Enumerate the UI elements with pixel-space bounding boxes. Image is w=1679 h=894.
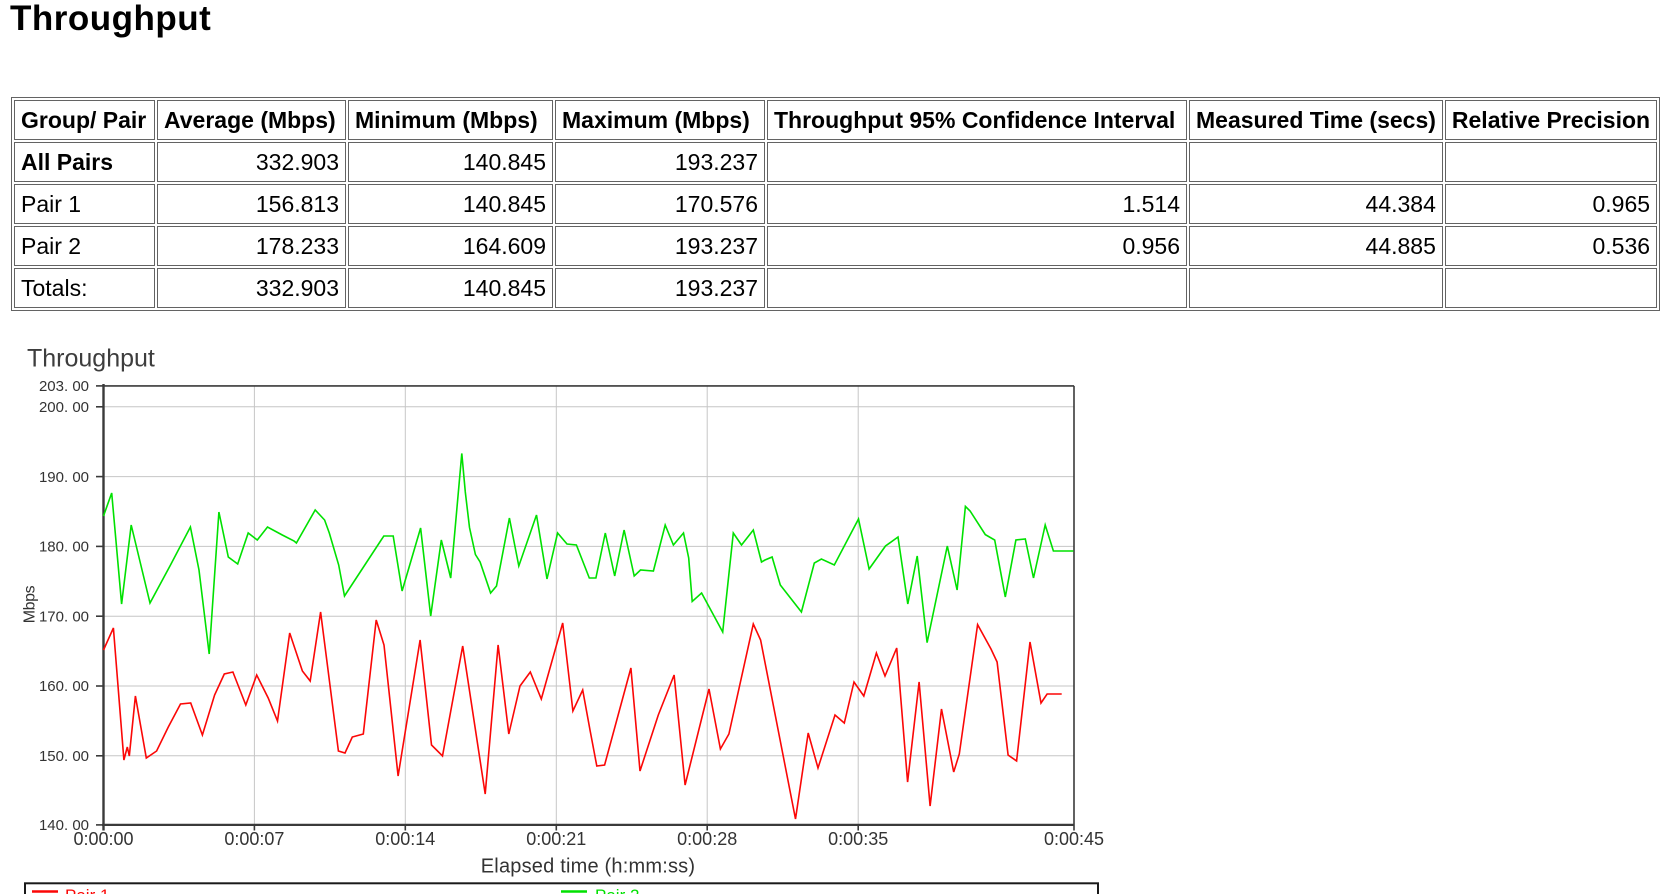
svg-text:160. 00: 160. 00 (39, 678, 89, 695)
svg-text:Pair 2: Pair 2 (595, 886, 639, 894)
svg-text:0:00:35: 0:00:35 (828, 829, 888, 849)
svg-text:190. 00: 190. 00 (39, 469, 89, 486)
svg-text:180. 00: 180. 00 (39, 539, 89, 556)
svg-text:0:00:45: 0:00:45 (1044, 829, 1104, 849)
svg-text:200. 00: 200. 00 (39, 399, 89, 416)
svg-text:Mbps: Mbps (22, 585, 39, 623)
svg-text:170. 00: 170. 00 (39, 608, 89, 625)
svg-text:0:00:21: 0:00:21 (526, 829, 586, 849)
svg-text:Elapsed time (h:mm:ss): Elapsed time (h:mm:ss) (481, 856, 695, 878)
svg-text:0:00:14: 0:00:14 (375, 829, 435, 849)
svg-text:203. 00: 203. 00 (39, 378, 89, 395)
svg-text:Throughput: Throughput (27, 345, 155, 373)
svg-text:0:00:07: 0:00:07 (224, 829, 284, 849)
svg-text:140. 00: 140. 00 (39, 817, 89, 834)
svg-text:0:00:00: 0:00:00 (73, 829, 133, 849)
svg-text:Pair 1: Pair 1 (65, 886, 109, 894)
svg-text:150. 00: 150. 00 (39, 748, 89, 765)
svg-text:0:00:28: 0:00:28 (677, 829, 737, 849)
